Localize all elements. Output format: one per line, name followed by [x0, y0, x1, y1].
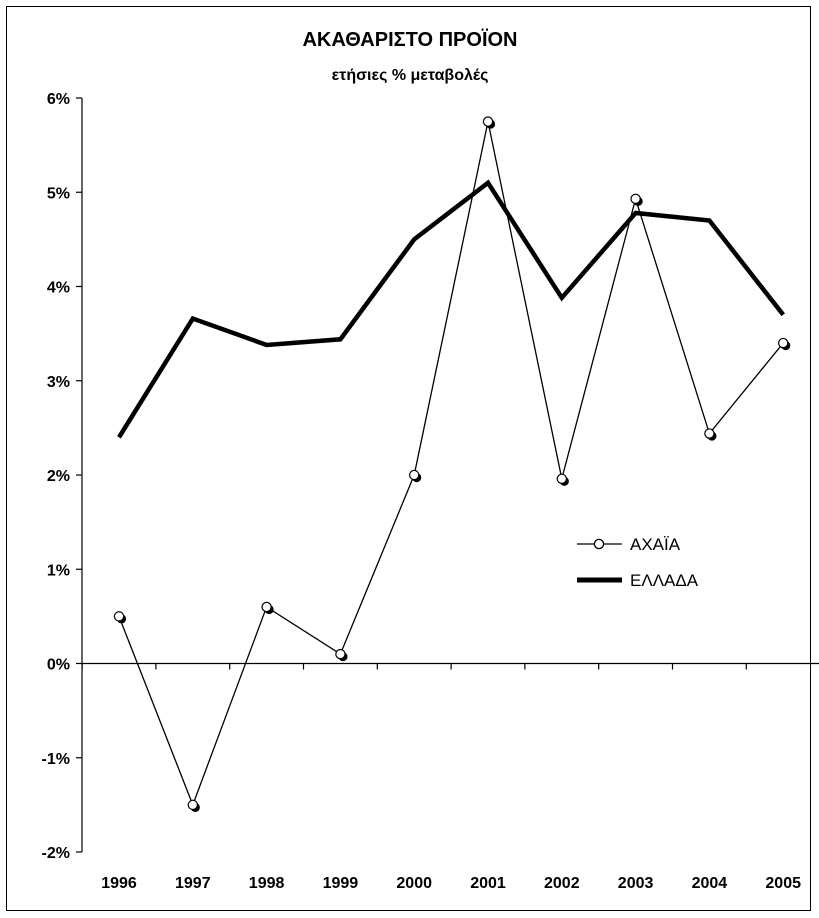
x-tick-label: 2005 [765, 875, 801, 892]
series-layer [113, 116, 791, 812]
x-tick-label: 1999 [323, 875, 359, 892]
chart-subtitle: ετήσιες % μεταβολές [332, 67, 489, 84]
legend-label-achaia: ΑΧΑΪΑ [630, 535, 681, 554]
data-point-achaia [261, 601, 272, 613]
data-point-achaia [187, 799, 198, 811]
y-tick-label: -1% [42, 751, 70, 768]
x-tick-label: 2000 [396, 875, 432, 892]
y-tick-label: 1% [47, 562, 70, 579]
data-point-achaia [704, 428, 715, 439]
legend-label-ellada: ΕΛΛΑΔΑ [630, 571, 699, 590]
x-tick-label: 1998 [249, 875, 285, 892]
series-line-achaia [118, 121, 784, 807]
data-point-achaia [113, 611, 125, 622]
data-point-achaia [409, 469, 420, 481]
legend: ΑΧΑΪΑ ΕΛΛΑΔΑ [577, 535, 699, 590]
data-point-achaia [556, 473, 568, 484]
data-point-achaia [335, 648, 346, 660]
series-line-ellada [117, 179, 785, 439]
x-tick-label: 2003 [618, 875, 654, 892]
y-tick-label: 5% [47, 185, 70, 202]
data-point-achaia [778, 337, 789, 349]
x-tick-label: 2004 [692, 875, 728, 892]
y-tick-label: 0% [47, 657, 70, 674]
y-tick-label: 3% [47, 374, 70, 391]
data-point-achaia [482, 116, 494, 127]
y-tick-label: 6% [47, 91, 70, 108]
y-tick-label: -2% [42, 845, 70, 862]
legend-marker-achaia [593, 538, 605, 550]
chart-title: ΑΚΑΘΑΡΙΣΤΟ ΠΡΟΪΟΝ [302, 28, 517, 51]
y-tick-labels: -2% -1% 0% 1% 2% 3% 4% 5% 6% [42, 91, 70, 862]
x-tick-label: 1997 [175, 875, 211, 892]
x-tick-label: 2002 [544, 875, 580, 892]
x-tick-labels: 1996 1997 1998 1999 2000 2001 2002 2003 2004 2005 [101, 875, 801, 892]
data-point-achaia [630, 193, 641, 205]
axes [76, 97, 819, 853]
x-tick-label: 1996 [101, 875, 137, 892]
chart-frame [6, 6, 811, 911]
y-tick-label: 2% [47, 468, 70, 485]
y-tick-label: 4% [47, 280, 70, 297]
x-tick-label: 2001 [470, 875, 506, 892]
